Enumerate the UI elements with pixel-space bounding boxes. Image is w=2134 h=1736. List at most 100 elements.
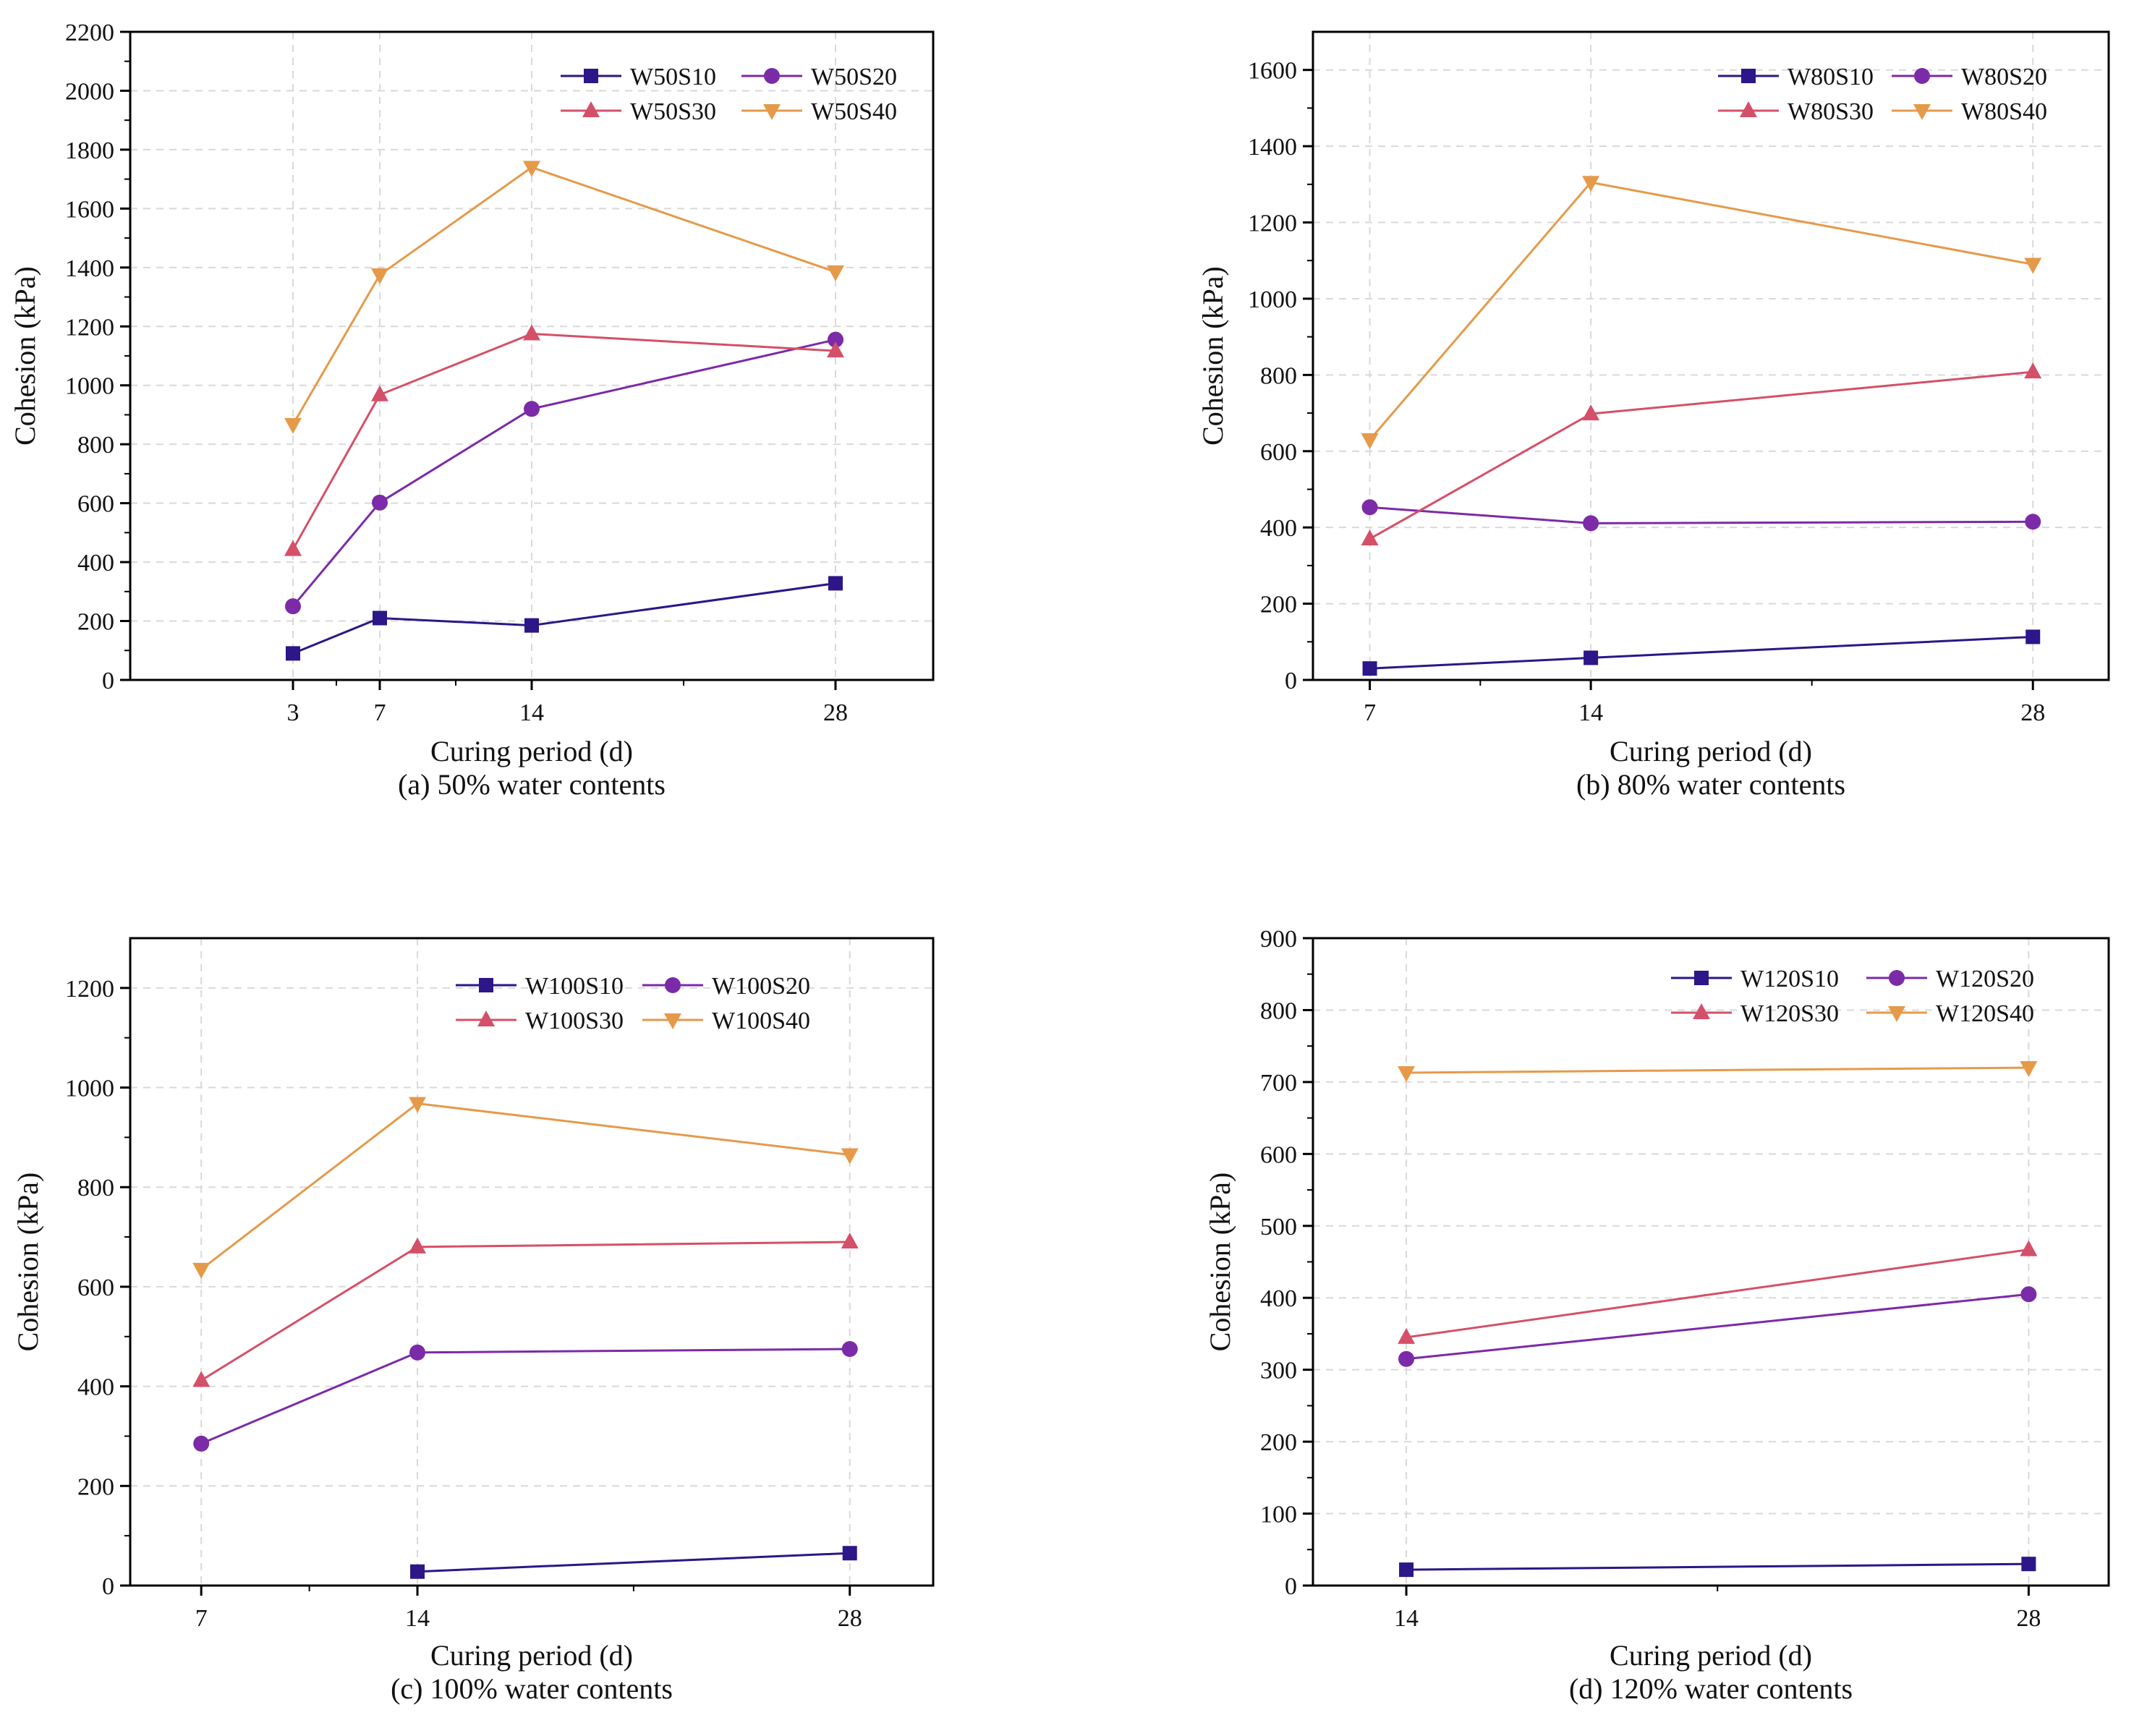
data-point xyxy=(827,341,844,358)
legend-marker xyxy=(1889,970,1905,986)
legend-label: W50S10 xyxy=(630,64,716,90)
data-point xyxy=(410,1564,425,1579)
data-point xyxy=(1582,404,1600,421)
legend-label: W50S30 xyxy=(630,98,716,125)
y-tick-label: 0 xyxy=(102,1573,114,1600)
y-tick-label: 500 xyxy=(1260,1214,1297,1241)
data-point xyxy=(1398,1350,1415,1367)
legend-item: W100S30 xyxy=(456,1008,624,1034)
data-point xyxy=(828,331,843,348)
data-point xyxy=(1582,176,1600,192)
legend-item: W50S30 xyxy=(561,98,716,125)
x-tick-label: 14 xyxy=(405,1605,430,1632)
legend-marker xyxy=(763,104,781,120)
legend-label: W120S10 xyxy=(1740,966,1839,992)
y-tick-label: 600 xyxy=(77,1275,114,1301)
legend-label: W100S30 xyxy=(525,1008,624,1034)
legend-marker xyxy=(1693,1003,1710,1019)
y-axis-title: Cohesion (kPa) xyxy=(1196,266,1229,446)
legend-item: W80S10 xyxy=(1718,64,1874,90)
y-tick-label: 300 xyxy=(1260,1358,1297,1384)
series-line xyxy=(1369,506,2033,524)
y-tick-label: 2000 xyxy=(65,78,114,105)
legend-item: W100S40 xyxy=(642,1008,810,1034)
y-tick-label: 1600 xyxy=(65,196,114,223)
data-point xyxy=(1584,650,1599,665)
legend-label: W50S40 xyxy=(811,98,897,125)
y-axis-title: Cohesion (kPa) xyxy=(9,266,41,446)
legend-marker xyxy=(582,101,600,117)
series-W50S20 xyxy=(285,331,843,615)
data-point xyxy=(193,1435,210,1452)
x-axis-title: Curing period (d) xyxy=(430,1639,633,1672)
data-point xyxy=(1398,1327,1416,1344)
data-point xyxy=(192,1371,211,1387)
data-point xyxy=(192,1262,211,1279)
y-tick-label: 2200 xyxy=(65,20,114,46)
data-point xyxy=(2024,258,2042,274)
y-tick-label: 800 xyxy=(77,432,114,459)
legend-item: W120S20 xyxy=(1866,966,2034,992)
x-tick-label: 28 xyxy=(838,1605,862,1632)
y-tick-label: 1600 xyxy=(1248,58,1297,85)
chart-panel-4: 0 100 200 300 400 500 600 700 800 900 14 28 Cohesion… xyxy=(1204,926,2110,1705)
series-W120S10 xyxy=(1399,1557,2036,1578)
series-line xyxy=(200,1102,850,1271)
legend-item: W80S40 xyxy=(1892,98,2047,125)
x-tick-label: 14 xyxy=(519,699,544,726)
data-point xyxy=(2025,514,2041,530)
y-tick-label: 1000 xyxy=(65,373,114,400)
chart-panel-2: 0 200 400 600 800 1000 1200 1400 1600 7 14 28 Cohesi… xyxy=(1196,30,2110,801)
y-tick-label: 600 xyxy=(1260,1141,1297,1168)
legend-label: W100S10 xyxy=(525,973,624,1000)
series-W50S40 xyxy=(284,161,844,434)
legend-label: W120S40 xyxy=(1936,1000,2034,1027)
series-W100S20 xyxy=(193,1340,858,1452)
y-tick-label: 800 xyxy=(1260,997,1297,1024)
legend-label: W120S30 xyxy=(1740,1000,1839,1027)
legend-item: W50S20 xyxy=(741,64,897,90)
data-point xyxy=(2025,629,2041,644)
legend-label: W100S20 xyxy=(712,973,810,1000)
series-line xyxy=(1406,1293,2029,1361)
y-tick-label: 1400 xyxy=(65,255,114,282)
legend-item: W50S40 xyxy=(741,98,897,125)
series-W120S30 xyxy=(1398,1240,2038,1344)
data-point xyxy=(2024,362,2042,379)
data-point xyxy=(373,610,387,626)
series-line xyxy=(1369,181,2033,441)
panel-caption: (d) 120% water contents xyxy=(1569,1672,1853,1705)
legend-marker xyxy=(479,978,493,992)
x-axis-title: Curing period (d) xyxy=(1610,1639,1812,1672)
series-W120S40 xyxy=(1398,1061,2038,1082)
y-tick-label: 800 xyxy=(1260,362,1297,389)
series-W100S40 xyxy=(192,1097,859,1279)
data-point xyxy=(409,1097,427,1113)
legend-marker xyxy=(477,1010,495,1026)
data-point xyxy=(1583,515,1599,532)
legend-item: W120S40 xyxy=(1866,1000,2034,1027)
y-tick-label: 0 xyxy=(1285,1573,1297,1600)
series-line xyxy=(200,1348,850,1445)
data-point xyxy=(842,1546,857,1561)
x-tick-label: 3 xyxy=(287,699,299,726)
legend-item: W120S30 xyxy=(1671,1000,1839,1027)
y-tick-label: 800 xyxy=(77,1175,114,1201)
legend-label: W120S20 xyxy=(1936,966,2034,992)
y-tick-label: 400 xyxy=(1260,1285,1297,1312)
y-tick-label: 900 xyxy=(1260,926,1297,953)
y-tick-label: 1400 xyxy=(1248,134,1297,161)
data-point xyxy=(2020,1061,2038,1077)
legend-item: W100S20 xyxy=(642,973,810,1000)
data-point xyxy=(371,268,388,284)
data-point xyxy=(2020,1240,2038,1256)
y-tick-label: 200 xyxy=(77,1473,114,1500)
series-line xyxy=(292,166,836,425)
chart-panel-3: 0 200 400 600 800 1000 1200 7 14 28 Cohesion (kPa)… xyxy=(12,937,935,1705)
x-tick-label: 14 xyxy=(1394,1605,1419,1632)
data-point xyxy=(1361,433,1379,449)
y-axis-title: Cohesion (kPa) xyxy=(1204,1173,1236,1352)
legend-item: W50S10 xyxy=(561,64,716,90)
series-W50S30 xyxy=(284,324,844,556)
